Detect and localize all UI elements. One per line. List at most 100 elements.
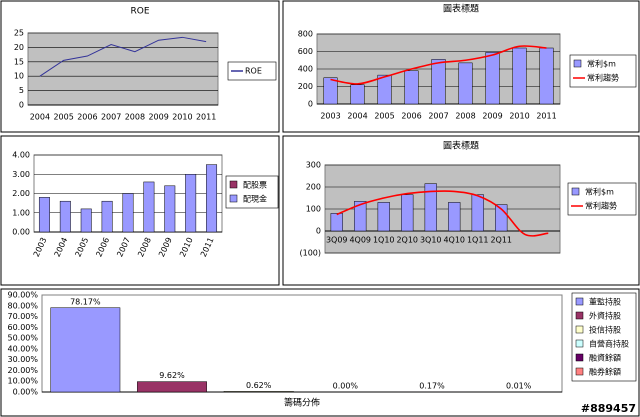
y-tick-label: 20: [14, 43, 24, 52]
y-tick-label: 40.00%: [7, 344, 38, 353]
legend-swatch: [571, 187, 580, 196]
y-tick-label: (100): [299, 249, 321, 258]
data-label: 0.62%: [246, 381, 272, 390]
legend-label: 配股票: [243, 181, 267, 190]
x-tick-label: 4Q09: [349, 236, 371, 245]
plot-area: [41, 294, 563, 393]
y-tick-label: 70.00%: [7, 312, 38, 321]
bar: [80, 208, 92, 233]
y-tick-label: 50.00%: [7, 334, 38, 343]
legend-swatch: [575, 339, 584, 348]
x-tick-label: 2007: [428, 112, 448, 121]
x-tick-label: 2005: [374, 112, 394, 121]
bar: [185, 174, 197, 233]
y-tick-label: 5: [19, 86, 24, 95]
x-tick-label: 2004: [347, 112, 367, 121]
y-tick-label: 300: [306, 161, 321, 170]
bar: [330, 213, 343, 232]
y-tick-label: 0.00: [12, 228, 30, 237]
legend-label: 外資持股: [589, 311, 621, 321]
bar: [377, 202, 390, 232]
x-tick-label: 2003: [320, 112, 340, 121]
legend-swatch: [229, 194, 238, 203]
bar: [354, 201, 367, 232]
y-tick-label: 600: [298, 47, 313, 56]
legend-label: 配現金: [243, 194, 267, 204]
y-tick-label: 10.00%: [7, 377, 38, 386]
x-tick-label: 1Q11: [467, 236, 489, 245]
bar: [101, 200, 113, 233]
y-tick-label: 0: [316, 227, 321, 236]
line: [336, 190, 549, 237]
y-tick-label: 0.00%: [13, 388, 39, 397]
legend-label: 董監持股: [589, 297, 621, 307]
y-tick-label: 200: [298, 82, 313, 91]
legend-box: [567, 182, 637, 216]
legend-label: 融資餘額: [589, 353, 621, 363]
y-tick-label: 800: [298, 30, 313, 39]
legend-swatch: [575, 297, 584, 306]
x-tick-label: 2010: [509, 112, 529, 121]
x-tick-label: 2008: [455, 112, 475, 121]
legend-swatch: [575, 353, 584, 362]
bar: [401, 194, 414, 232]
bar: [471, 194, 484, 232]
x-axis-title: 籌碼分佈: [284, 397, 320, 409]
y-tick-label: 60.00%: [7, 323, 38, 332]
bar: [539, 47, 554, 105]
x-tick-label: 1Q10: [373, 236, 395, 245]
legend-label: 常利$m: [587, 59, 616, 69]
x-tick-label: 2009: [482, 112, 502, 121]
y-tick-label: 15: [14, 57, 24, 66]
y-tick-label: 400: [298, 65, 313, 74]
plot-area: [27, 32, 219, 106]
x-tick-label: 2011: [536, 112, 556, 121]
bar: [512, 47, 527, 105]
legend-swatch: [575, 311, 584, 320]
line: [39, 36, 207, 77]
bar: [59, 200, 71, 233]
legend-label: 常利$m: [585, 187, 614, 197]
bar: [164, 185, 176, 233]
bar: [485, 52, 500, 105]
bar: [448, 202, 461, 232]
x-tick-label: 3Q09: [326, 236, 348, 245]
chart-title: 圖表標題: [443, 140, 479, 152]
x-tick-label: 2004: [30, 113, 50, 122]
legend-swatch: [573, 59, 582, 68]
bar: [404, 70, 419, 105]
x-tick-label: 2Q11: [490, 236, 512, 245]
line: [330, 45, 547, 85]
x-tick-label: 2011: [196, 113, 216, 122]
legend-label: 融券餘額: [589, 367, 621, 377]
bar: [377, 74, 392, 105]
x-tick-label: 2006: [401, 112, 421, 121]
y-tick-label: 2.00: [12, 189, 30, 198]
x-tick-label: 4Q10: [443, 236, 465, 245]
bar: [50, 307, 121, 393]
x-tick-label: 2009: [148, 113, 168, 122]
y-tick-label: 3.00: [12, 170, 30, 179]
bar: [431, 59, 446, 105]
data-label: 9.62%: [159, 371, 185, 380]
watermark: #889457: [581, 402, 636, 415]
y-tick-label: 0: [19, 101, 24, 110]
y-tick-label: 20.00%: [7, 366, 38, 375]
y-tick-label: 200: [306, 183, 321, 192]
y-tick-label: 4.00: [12, 151, 30, 160]
x-tick-label: 2007: [101, 113, 121, 122]
y-tick-label: 90.00%: [7, 291, 38, 300]
bar: [223, 391, 294, 393]
bar: [122, 193, 134, 233]
bar: [350, 84, 365, 105]
bar: [458, 62, 473, 105]
bar: [323, 77, 338, 105]
bar: [424, 183, 437, 232]
legend-label: 自營商持股: [589, 339, 629, 349]
x-tick-label: 3Q10: [420, 236, 442, 245]
x-tick-label: 2005: [53, 113, 73, 122]
y-tick-label: 1.00: [12, 208, 30, 217]
bar: [206, 164, 218, 233]
data-label: 78.17%: [70, 297, 101, 306]
